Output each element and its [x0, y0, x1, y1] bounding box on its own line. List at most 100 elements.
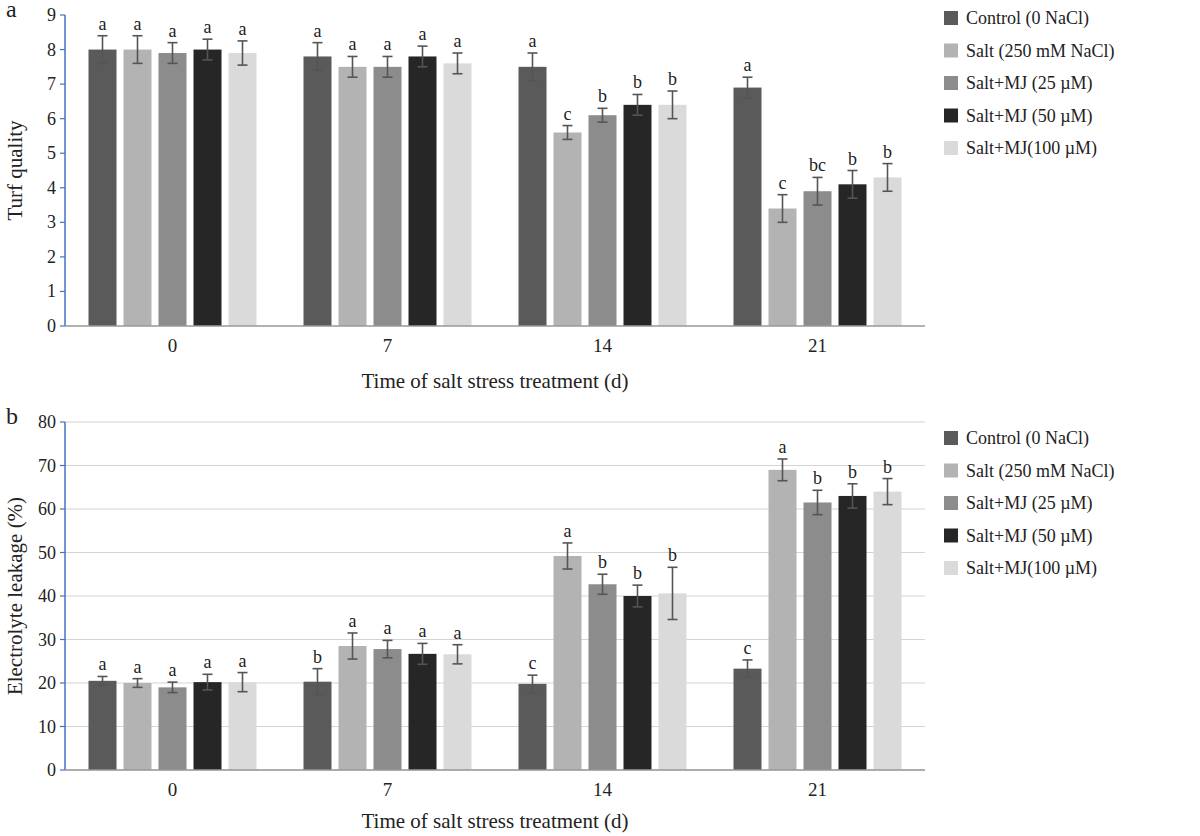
significance-letter: a — [384, 618, 392, 638]
bar — [339, 646, 367, 770]
y-tick-label: 60 — [38, 499, 56, 519]
legend-swatch — [944, 76, 958, 90]
panel-label: b — [6, 403, 18, 429]
y-tick-label: 4 — [47, 178, 56, 198]
bar — [874, 492, 902, 770]
error-bar — [668, 91, 678, 119]
bar — [229, 53, 257, 326]
error-bar — [778, 459, 788, 481]
y-tick-label: 20 — [38, 673, 56, 693]
y-tick-label: 0 — [47, 316, 56, 336]
x-axis — [65, 325, 925, 327]
error-bar — [418, 643, 428, 664]
y-tick-label: 2 — [47, 247, 56, 267]
significance-letter: b — [598, 552, 607, 572]
error-bar — [238, 41, 248, 65]
bar — [589, 584, 617, 770]
error-bar — [848, 171, 858, 199]
error-bar — [598, 108, 608, 122]
bar — [89, 50, 117, 326]
error-bar — [313, 43, 323, 71]
significance-letter: a — [419, 621, 427, 641]
significance-letter: a — [529, 31, 537, 51]
significance-letter: b — [598, 86, 607, 106]
bar — [804, 191, 832, 326]
legend-label: Salt+MJ (25 µM) — [966, 493, 1093, 514]
significance-letters: aaaaaaaaaaacbbbacbcbb — [99, 14, 893, 193]
error-bar — [313, 669, 323, 695]
error-bar — [813, 490, 823, 514]
bar — [124, 683, 152, 770]
error-bar — [98, 36, 108, 64]
error-bar — [418, 46, 428, 67]
y-tick-label: 3 — [47, 212, 56, 232]
bar — [89, 681, 117, 770]
significance-letter: b — [883, 457, 892, 477]
error-bar — [133, 679, 143, 688]
error-bar — [203, 39, 213, 60]
y-tick-label: 1 — [47, 281, 56, 301]
significance-letter: bc — [809, 155, 826, 175]
y-tick-label: 8 — [47, 40, 56, 60]
significance-letter: a — [384, 34, 392, 54]
legend-swatch — [944, 44, 958, 58]
bar — [734, 88, 762, 326]
legend-swatch — [944, 496, 958, 510]
error-bar — [383, 640, 393, 657]
error-bar — [743, 660, 753, 677]
bar — [624, 596, 652, 770]
legend: Control (0 NaCl)Salt (250 mM NaCl)Salt+M… — [944, 8, 1115, 159]
bar — [519, 684, 547, 770]
error-bar — [778, 195, 788, 223]
bar — [444, 654, 472, 770]
error-bar — [348, 56, 358, 77]
significance-letter: a — [349, 34, 357, 54]
error-bar — [383, 56, 393, 77]
bar — [124, 50, 152, 326]
bar — [874, 177, 902, 326]
significance-letter: a — [744, 55, 752, 75]
bar — [769, 470, 797, 770]
significance-letter: b — [668, 545, 677, 565]
bar — [229, 682, 257, 770]
y-tick-label: 30 — [38, 630, 56, 650]
significance-letter: a — [239, 651, 247, 671]
error-bar — [168, 43, 178, 64]
y-axis — [64, 15, 66, 326]
error-bar — [743, 77, 753, 98]
legend-swatch — [944, 464, 958, 478]
significance-letter: a — [169, 21, 177, 41]
bar — [159, 687, 187, 770]
x-tick-label: 0 — [168, 335, 178, 356]
legend-label: Control (0 NaCl) — [966, 8, 1089, 29]
x-axis — [65, 769, 925, 771]
y-tick-label: 80 — [38, 412, 56, 432]
figure: 0123456789aaaaaaaaaaacbbbacbcbb071421Tim… — [0, 0, 1200, 836]
error-bar — [883, 164, 893, 192]
error-bar — [633, 585, 643, 607]
y-tick-label: 6 — [47, 109, 56, 129]
legend-swatch — [944, 561, 958, 575]
error-bar — [348, 633, 358, 659]
bar — [554, 132, 582, 326]
x-tick-label: 14 — [593, 779, 613, 800]
error-bar — [848, 484, 858, 508]
bar — [804, 502, 832, 770]
bar — [734, 669, 762, 770]
y-tick-label: 0 — [47, 760, 56, 780]
error-bar — [453, 645, 463, 664]
error-bar — [528, 675, 538, 692]
significance-letter: b — [848, 149, 857, 169]
bars — [89, 36, 902, 326]
bar — [194, 50, 222, 326]
legend-label: Salt+MJ (50 µM) — [966, 106, 1093, 127]
significance-letter: c — [744, 638, 752, 658]
bar — [589, 115, 617, 326]
significance-letter: b — [813, 468, 822, 488]
y-tick-label: 9 — [47, 5, 56, 25]
bar — [554, 556, 582, 770]
significance-letter: a — [134, 14, 142, 34]
bar — [839, 184, 867, 326]
significance-letter: a — [204, 652, 212, 672]
panel: 0123456789aaaaaaaaaaacbbbacbcbb071421Tim… — [3, 0, 1115, 393]
